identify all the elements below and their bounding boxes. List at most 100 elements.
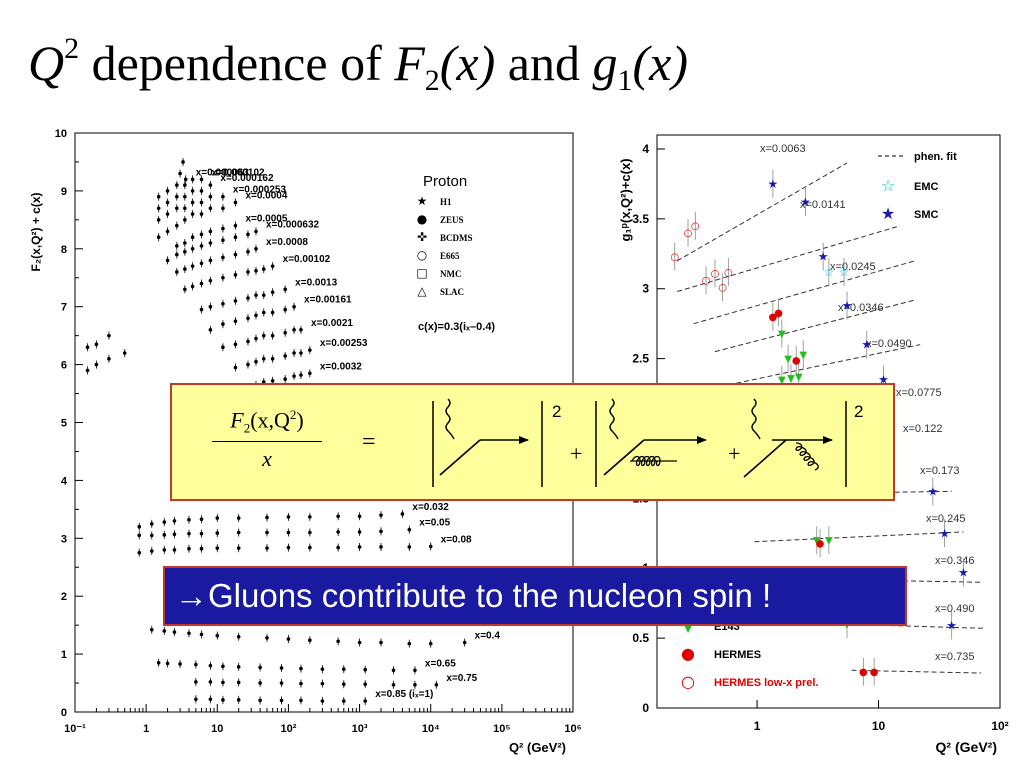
data-point — [122, 351, 127, 355]
fraction-numerator: F2(x,Q2) — [212, 407, 322, 442]
data-point — [208, 206, 213, 211]
data-point — [363, 682, 368, 687]
data-point: ○ — [711, 269, 720, 280]
data-point — [261, 380, 266, 384]
series-x0.05: x=0.05 — [137, 518, 451, 540]
photon-line-icon — [751, 398, 761, 440]
data-point — [299, 351, 303, 355]
data-point — [308, 530, 312, 535]
data-point — [236, 634, 241, 639]
x-tick-label: 10 — [872, 719, 886, 733]
data-point — [336, 514, 340, 519]
data-point — [221, 194, 225, 199]
legend-label: HERMES low-x prel. — [714, 677, 819, 689]
data-point — [162, 533, 167, 537]
gluon-emission-diagram-2 — [743, 398, 833, 478]
series-label: x=0.000632 — [266, 219, 320, 230]
data-point — [194, 680, 198, 684]
data-point — [183, 177, 188, 182]
data-point: ● — [859, 667, 868, 678]
phen-fit-line — [754, 531, 964, 543]
feynman-diagrams: 2 + + 2 — [432, 398, 863, 487]
data-point — [265, 546, 269, 550]
data-point — [208, 194, 213, 199]
y-tick-label: 2 — [61, 591, 67, 603]
data-point — [246, 270, 250, 274]
bin-label: x=0.245 — [926, 513, 965, 525]
data-point — [413, 668, 417, 673]
title-g-arg: (x) — [632, 35, 688, 91]
points-emc: ☆ ☆ — [823, 257, 849, 286]
series-label: x=0.000253 — [233, 185, 287, 196]
data-point — [283, 354, 287, 358]
data-point — [178, 171, 182, 176]
data-point — [156, 235, 161, 240]
data-point — [336, 639, 340, 644]
data-point — [187, 546, 191, 551]
data-point — [341, 699, 346, 703]
legend-title: Proton — [423, 173, 467, 190]
data-point — [283, 287, 287, 292]
data-point — [261, 293, 266, 297]
data-point — [221, 322, 225, 326]
points-hermes: ●●●●● ● — [769, 298, 879, 686]
data-point: ● — [769, 312, 778, 323]
data-point — [236, 698, 241, 702]
bin-label: x=0.0490 — [866, 338, 912, 350]
data-point — [283, 330, 287, 335]
data-point — [208, 697, 213, 702]
data-point — [379, 640, 383, 645]
data-point: ● — [792, 355, 801, 366]
data-point — [137, 533, 142, 538]
data-point — [215, 546, 220, 550]
parton-diagram-box: F2(x,Q2) x = 2 + + 2 — [170, 383, 895, 501]
y-tick-label: 5 — [61, 418, 67, 430]
data-point — [162, 629, 167, 633]
data-point — [183, 206, 187, 211]
data-point — [258, 681, 262, 685]
data-point — [107, 357, 111, 361]
x-tick-label: 1 — [143, 723, 149, 735]
data-point — [221, 238, 225, 242]
data-point — [357, 530, 362, 534]
bin-label: x=0.0063 — [760, 143, 806, 155]
data-point — [233, 342, 238, 347]
data-point — [190, 189, 195, 193]
data-point — [379, 545, 383, 549]
series-label: x=0.0004 — [245, 190, 287, 201]
data-point — [175, 270, 179, 274]
data-point: ★ — [818, 250, 829, 264]
x-tick-label: 10² — [991, 719, 1008, 733]
series-label: x=0.0008 — [266, 237, 308, 248]
data-point — [183, 194, 187, 199]
x-tick-label: 10⁴ — [422, 723, 440, 735]
series-label: x=0.0005 — [245, 214, 287, 225]
data-point — [156, 194, 161, 199]
phen-fit-line — [677, 225, 901, 293]
series-x0.0005: x=0.0005 — [175, 214, 288, 250]
data-point — [254, 336, 258, 341]
data-point — [279, 681, 284, 685]
legend-symbol: ● — [417, 212, 427, 226]
data-point — [236, 530, 241, 535]
data-point — [137, 550, 142, 555]
data-point — [199, 232, 204, 237]
data-point — [199, 261, 204, 266]
data-point: ▼ — [787, 374, 795, 385]
data-point — [221, 345, 225, 350]
bin-label: x=0.0346 — [838, 302, 884, 314]
data-point — [199, 244, 204, 248]
data-point — [236, 665, 241, 669]
series-x0.4: x=0.4 — [149, 625, 500, 648]
points-smc: ★★ — [927, 477, 969, 587]
data-point — [187, 631, 191, 636]
data-point — [162, 520, 167, 524]
data-point — [336, 530, 340, 534]
series-label: x=0.08 — [441, 534, 472, 545]
title-g: g — [592, 35, 618, 91]
bin-label: x=0.0141 — [800, 199, 846, 211]
data-point — [299, 328, 303, 332]
data-point — [308, 348, 312, 352]
data-point: ○ — [684, 228, 693, 239]
equals-sign: = — [362, 429, 376, 455]
